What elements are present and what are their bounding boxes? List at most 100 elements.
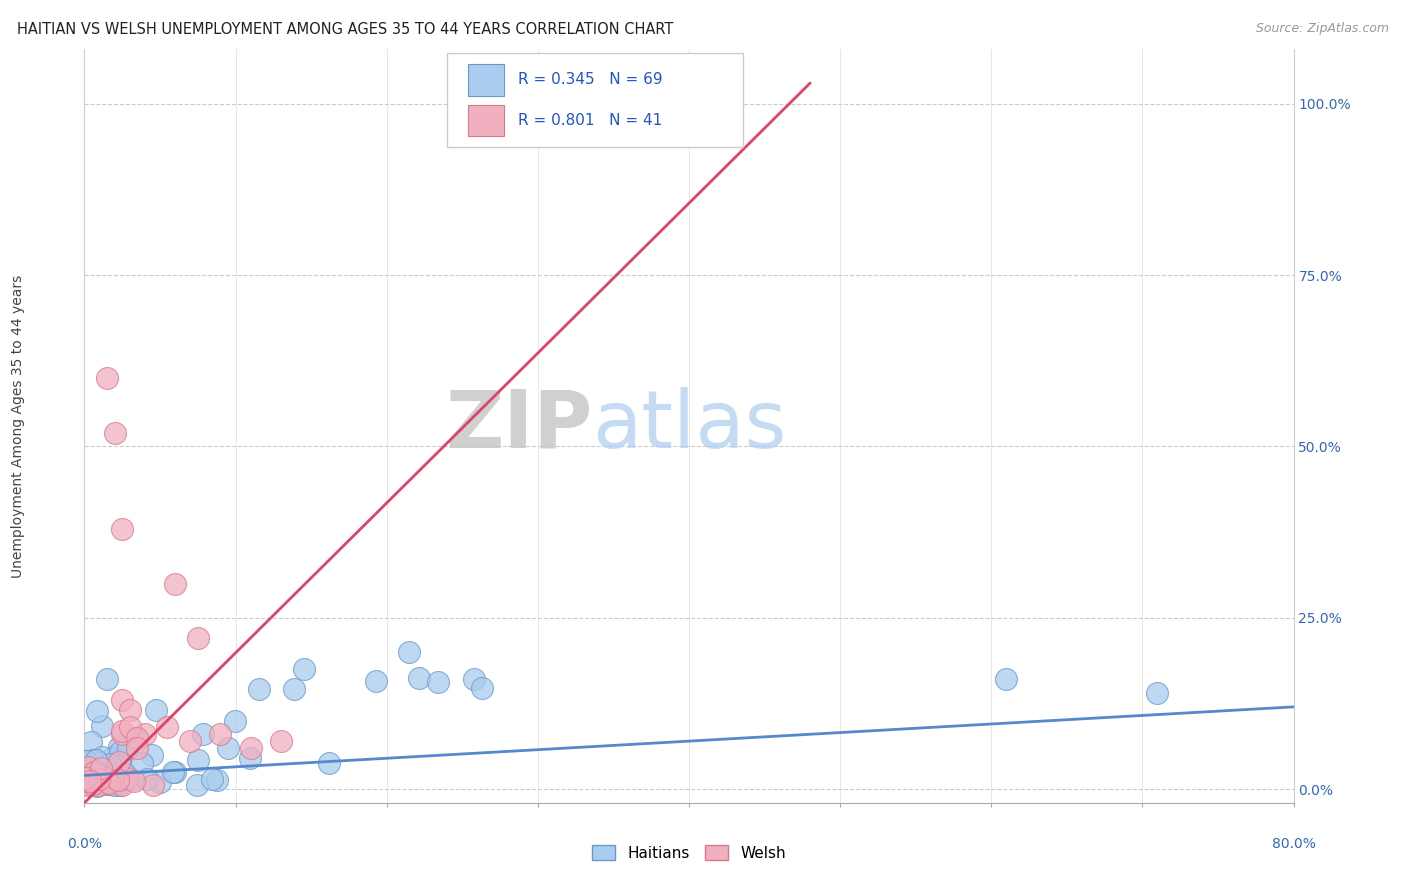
Point [118, 721, 141, 735]
Point [76, 778, 98, 792]
Point [90, 761, 112, 775]
Point [135, 772, 157, 786]
Text: 0.0%: 0.0% [67, 837, 101, 851]
Point [82, 777, 104, 791]
Point [149, 775, 172, 789]
Point [122, 731, 145, 745]
Point [162, 765, 184, 780]
Point [995, 673, 1018, 687]
Point [101, 751, 124, 765]
Point [107, 772, 129, 787]
Point [84, 772, 107, 787]
Point [108, 745, 131, 759]
Point [142, 778, 165, 792]
Point [111, 727, 134, 741]
Point [224, 714, 246, 728]
Point [96, 757, 118, 772]
Point [75, 776, 97, 790]
Point [101, 773, 124, 788]
Text: HAITIAN VS WELSH UNEMPLOYMENT AMONG AGES 35 TO 44 YEARS CORRELATION CHART: HAITIAN VS WELSH UNEMPLOYMENT AMONG AGES… [17, 22, 673, 37]
Point [86, 779, 108, 793]
Point [79, 773, 101, 788]
Point [270, 734, 292, 748]
Point [117, 741, 139, 756]
Point [187, 632, 209, 646]
Point [80, 772, 103, 787]
Point [80, 777, 103, 791]
Point [108, 778, 131, 792]
Point [84, 753, 107, 767]
Point [107, 771, 129, 785]
Point [685, 118, 707, 132]
Point [426, 675, 449, 690]
Point [318, 756, 340, 771]
Point [87, 756, 110, 771]
Point [118, 703, 141, 717]
FancyBboxPatch shape [447, 53, 744, 147]
Point [87, 776, 110, 790]
Point [108, 753, 131, 767]
Point [80, 762, 103, 776]
Point [111, 693, 134, 707]
Point [89, 772, 111, 786]
Bar [468, 104, 503, 136]
Point [364, 674, 387, 689]
Point [90, 749, 112, 764]
Point [94, 776, 117, 790]
Point [163, 576, 186, 591]
Point [76, 772, 98, 786]
Point [103, 778, 125, 792]
Point [80, 768, 103, 782]
Point [122, 774, 145, 789]
Point [82, 771, 104, 785]
Text: R = 0.801   N = 41: R = 0.801 N = 41 [519, 113, 662, 128]
Point [98, 757, 121, 772]
Text: ZIP: ZIP [444, 387, 592, 465]
Text: 80.0%: 80.0% [1271, 837, 1316, 851]
Point [141, 748, 163, 763]
Point [187, 753, 209, 767]
Point [82, 753, 104, 767]
Point [77, 776, 100, 790]
Point [186, 778, 208, 792]
Point [94, 771, 117, 785]
Point [111, 778, 134, 792]
Point [107, 755, 129, 769]
Point [179, 734, 201, 748]
Point [115, 771, 138, 785]
Point [96, 673, 118, 687]
Point [111, 522, 134, 536]
Point [75, 770, 97, 784]
Point [100, 777, 122, 791]
Point [292, 662, 315, 676]
Text: Source: ZipAtlas.com: Source: ZipAtlas.com [1256, 22, 1389, 36]
Point [398, 645, 420, 659]
Point [283, 681, 305, 696]
Point [145, 703, 167, 717]
Point [75, 771, 97, 785]
Point [77, 759, 100, 773]
Point [80, 765, 103, 780]
Point [91, 719, 114, 733]
Point [655, 118, 678, 132]
Point [193, 727, 215, 741]
Text: R = 0.345   N = 69: R = 0.345 N = 69 [519, 72, 664, 87]
Bar [468, 64, 503, 95]
Text: Unemployment Among Ages 35 to 44 years: Unemployment Among Ages 35 to 44 years [11, 275, 25, 577]
Point [247, 682, 270, 697]
Point [77, 761, 100, 775]
Point [76, 777, 98, 791]
Point [80, 735, 103, 749]
Point [205, 773, 228, 788]
Point [80, 763, 103, 777]
Point [96, 371, 118, 385]
Point [97, 776, 120, 790]
Point [127, 741, 149, 756]
Point [120, 772, 142, 786]
Point [127, 731, 149, 745]
Point [239, 741, 262, 756]
Point [201, 772, 224, 787]
Point [134, 727, 156, 741]
Point [463, 672, 485, 686]
Point [131, 756, 153, 771]
